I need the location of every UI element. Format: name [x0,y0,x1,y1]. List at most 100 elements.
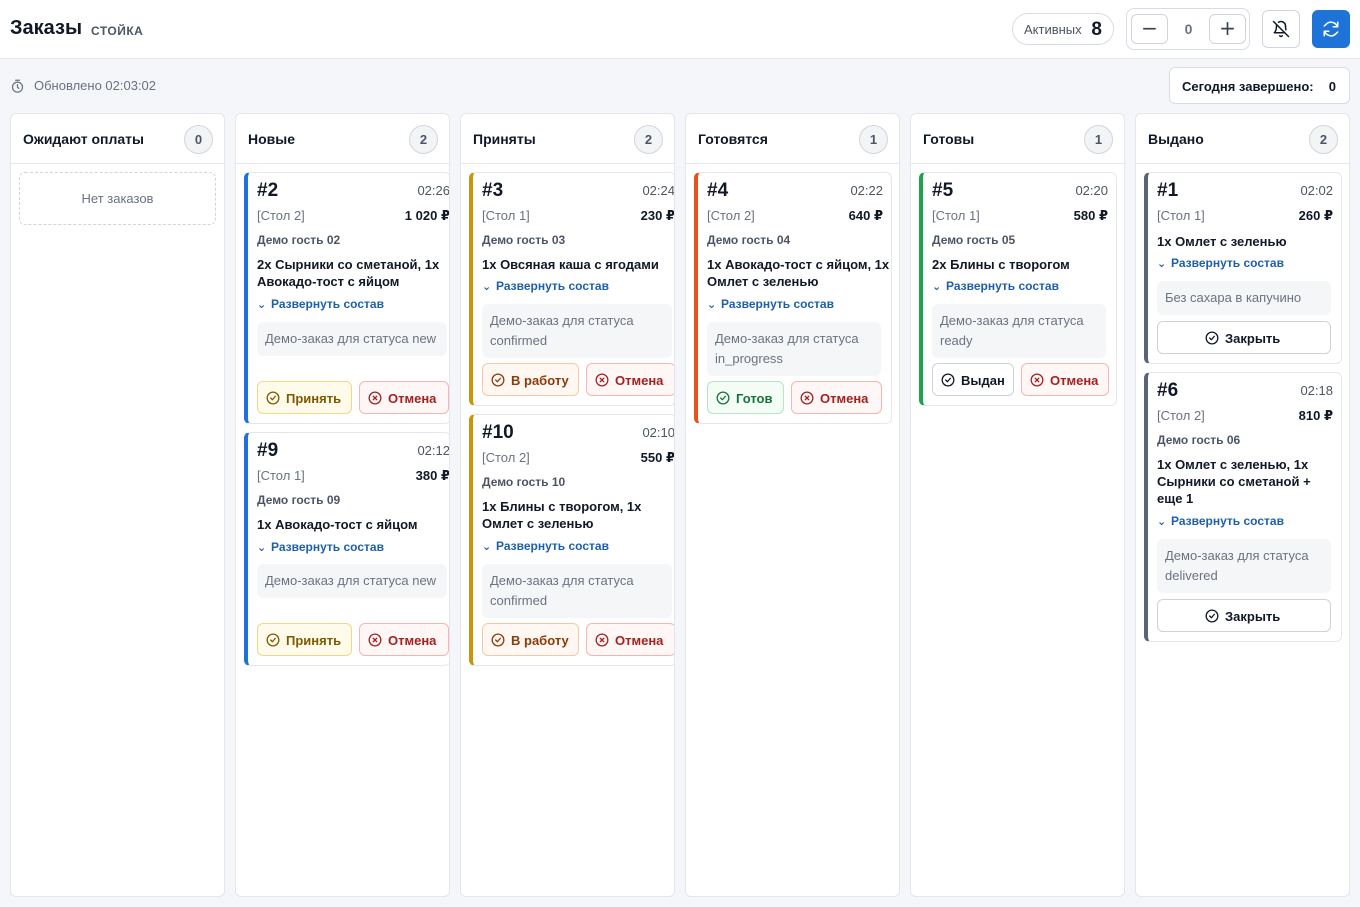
order-guest: Демо гость 09 [257,493,341,507]
check-circle-icon [1205,609,1219,623]
column-header: Ожидают оплаты 0 [11,114,224,164]
order-card[interactable]: #2 02:26 [Стол 2] 1 020 ₽ Демо гость 02 … [244,172,450,424]
order-card[interactable]: #6 02:18 [Стол 2] 810 ₽ Демо гость 06 1x… [1144,372,1342,642]
x-circle-icon [368,391,382,405]
order-card[interactable]: #5 02:20 [Стол 1] 580 ₽ Демо гость 05 2x… [919,172,1117,406]
order-card[interactable]: #10 02:10 [Стол 2] 550 ₽ Демо гость 10 1… [469,414,674,666]
expand-items-link[interactable]: ⌄ Развернуть состав [482,539,609,553]
increment-button[interactable]: + [1209,14,1246,44]
refresh-icon [1323,21,1339,37]
cancel-button[interactable]: Отмена [586,623,674,656]
order-card[interactable]: #3 02:24 [Стол 1] 230 ₽ Демо гость 03 1x… [469,172,675,406]
active-orders-pill: Активных 8 [1012,13,1114,45]
column-header: Приняты 2 [461,114,674,164]
order-time: 02:02 [1300,183,1333,198]
check-circle-icon [941,373,955,387]
x-circle-icon [368,633,382,647]
order-price: 580 ₽ [1073,208,1108,223]
order-table: [Стол 2] [1157,408,1205,423]
column-header: Готовы 1 [911,114,1124,164]
cancel-button[interactable]: Отмена [359,381,449,414]
expand-items-label: Развернуть состав [271,540,384,554]
refresh-button[interactable] [1312,10,1350,48]
check-circle-icon [491,633,505,647]
expand-items-link[interactable]: ⌄ Развернуть состав [1157,256,1284,270]
order-price: 260 ₽ [1298,208,1333,223]
order-time: 02:12 [417,443,450,458]
active-orders-count: 8 [1091,19,1102,40]
expand-items-link[interactable]: ⌄ Развернуть состав [257,297,384,311]
accept-button[interactable]: Принять [257,381,352,414]
column-title: Готовятся [698,131,768,147]
order-card[interactable]: #9 02:12 [Стол 1] 380 ₽ Демо гость 09 1x… [244,432,450,666]
expand-items-label: Развернуть состав [1171,256,1284,270]
expand-items-label: Развернуть состав [271,297,384,311]
cancel-button[interactable]: Отмена [1021,363,1109,396]
cancel-button[interactable]: Отмена [791,381,882,414]
top-bar: Заказы СТОЙКА Активных 8 − 0 + [0,0,1360,59]
cancel-button-label: Отмена [1050,373,1099,388]
decrement-button[interactable]: − [1131,14,1168,44]
timer-icon [11,79,24,93]
chevron-down-icon: ⌄ [482,280,492,293]
order-guest: Демо гость 02 [257,233,341,247]
completed-today-count: 0 [1328,79,1336,94]
expand-items-link[interactable]: ⌄ Развернуть состав [482,279,609,293]
completed-today-box: Сегодня завершено: 0 [1169,67,1350,104]
order-guest: Демо гость 06 [1157,433,1241,447]
chevron-down-icon: ⌄ [482,540,492,553]
order-time: 02:20 [1075,183,1108,198]
order-table: [Стол 1] [257,468,305,483]
expand-items-label: Развернуть состав [496,539,609,553]
expand-items-link[interactable]: ⌄ Развернуть состав [1157,514,1284,528]
issued-button[interactable]: Выдан [932,363,1014,396]
order-time: 02:18 [1300,383,1333,398]
order-guest: Демо гость 05 [932,233,1016,247]
cancel-button-label: Отмена [820,391,869,406]
order-note: Демо-заказ для статуса confirmed [482,564,672,618]
close-order-button[interactable]: Закрыть [1157,321,1331,354]
expand-items-link[interactable]: ⌄ Развернуть состав [932,279,1059,293]
close-order-button[interactable]: Закрыть [1157,599,1331,632]
page-title: Заказы [10,17,83,39]
page-subtitle: СТОЙКА [91,24,144,38]
order-time: 02:22 [850,183,883,198]
active-orders-label: Активных [1024,22,1082,37]
cancel-button[interactable]: Отмена [586,363,674,396]
order-price: 230 ₽ [640,208,675,223]
order-items: 2x Блины с творогом [932,257,1070,272]
start-work-button[interactable]: В работу [482,623,579,656]
order-items: 1x Омлет с зеленью [1157,234,1287,249]
accept-button[interactable]: Принять [257,623,352,656]
column-new: Новые 2 #2 02:26 [Стол 2] 1 020 ₽ Демо г… [235,113,450,897]
mute-notifications-button[interactable] [1262,10,1300,48]
order-time: 02:26 [417,183,450,198]
empty-state: Нет заказов [19,172,216,225]
order-card[interactable]: #1 02:02 [Стол 1] 260 ₽ 1x Омлет с зелен… [1144,172,1342,364]
check-circle-icon [266,391,280,405]
order-items: 1x Авокадо-тост с яйцом [257,517,418,532]
ready-button[interactable]: Готов [707,381,784,414]
check-circle-icon [716,391,730,405]
order-note: Демо-заказ для статуса delivered [1157,539,1331,593]
order-number: #3 [482,180,504,201]
column-title: Ожидают оплаты [23,131,144,147]
column-in-progress: Готовятся 1 #4 02:22 [Стол 2] 640 ₽ Демо… [685,113,900,897]
start-work-button-label: В работу [511,633,569,648]
chevron-down-icon: ⌄ [1157,515,1167,528]
completed-today-label: Сегодня завершено: [1182,79,1314,94]
start-work-button[interactable]: В работу [482,363,579,396]
order-card[interactable]: #4 02:22 [Стол 2] 640 ₽ Демо гость 04 1x… [694,172,892,424]
column-delivered: Выдано 2 #1 02:02 [Стол 1] 260 ₽ 1x Омле… [1135,113,1350,897]
order-note: Демо-заказ для статуса new [257,322,447,356]
column-count-badge: 1 [859,125,888,154]
expand-items-link[interactable]: ⌄ Развернуть состав [257,540,384,554]
expand-items-link[interactable]: ⌄ Развернуть состав [707,297,834,311]
cancel-button-label: Отмена [388,633,437,648]
cancel-button[interactable]: Отмена [359,623,449,656]
column-awaiting-payment: Ожидают оплаты 0 Нет заказов [10,113,225,897]
order-price: 380 ₽ [415,468,450,483]
accept-button-label: Принять [286,391,342,406]
chevron-down-icon: ⌄ [707,298,717,311]
check-circle-icon [491,373,505,387]
